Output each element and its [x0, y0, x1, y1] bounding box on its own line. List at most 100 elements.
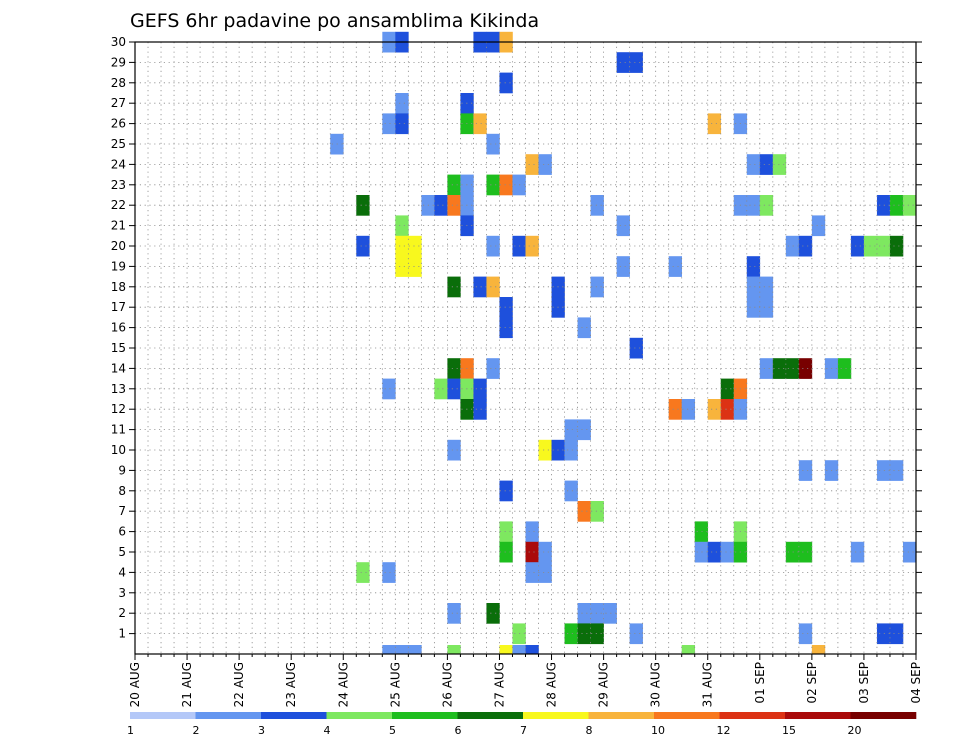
colorbar-swatch: [457, 712, 524, 719]
data-cell: [811, 645, 826, 655]
y-tick-label: 12: [111, 402, 126, 416]
y-tick-label: 18: [111, 280, 126, 294]
colorbar-label: 3: [258, 724, 265, 737]
data-cell: [447, 378, 461, 400]
data-cell: [525, 541, 539, 563]
data-cell: [681, 645, 696, 655]
data-cell: [694, 541, 709, 563]
y-tick-label: 26: [111, 117, 126, 131]
data-cell: [486, 276, 500, 298]
data-cell: [408, 645, 422, 655]
y-tick-label: 27: [111, 96, 126, 110]
data-cell: [746, 276, 761, 298]
colorbar-label: 2: [193, 724, 200, 737]
data-cell: [876, 235, 891, 257]
data-cell: [772, 154, 787, 175]
data-cell: [564, 419, 578, 441]
data-cell: [525, 562, 539, 583]
data-cell: [616, 256, 630, 277]
y-tick-label: 13: [111, 382, 126, 396]
data-cell: [811, 215, 826, 237]
data-cell: [759, 195, 774, 216]
data-cell: [499, 645, 513, 655]
y-tick-label: 28: [111, 76, 126, 90]
data-cell: [577, 419, 591, 441]
data-cell: [759, 358, 774, 379]
y-tick-label: 19: [111, 259, 126, 273]
data-cell: [538, 562, 552, 583]
data-cell: [356, 235, 370, 257]
axis-layer: 1234567891011121314151617181920212223242…: [111, 35, 923, 707]
colorbar-label: 12: [717, 724, 731, 737]
data-cell: [876, 623, 891, 645]
data-cell: [499, 541, 513, 563]
data-cell: [486, 174, 500, 196]
data-cell: [720, 399, 735, 420]
x-tick-label: 25 AUG: [388, 662, 402, 707]
data-cell: [447, 439, 461, 461]
data-cell: [629, 52, 643, 73]
y-tick-label: 7: [118, 504, 126, 518]
data-cell: [629, 337, 643, 359]
data-cell: [395, 113, 409, 135]
data-cell: [447, 174, 461, 196]
data-cell: [798, 541, 813, 563]
data-cell: [525, 521, 539, 543]
data-cell: [707, 541, 722, 563]
data-cell: [889, 623, 904, 645]
data-cell: [668, 399, 682, 420]
data-cell: [759, 154, 774, 175]
data-cell: [512, 645, 526, 655]
data-cell: [889, 195, 904, 216]
data-cell: [499, 521, 513, 543]
data-cell: [616, 215, 630, 237]
y-tick-label: 4: [118, 565, 126, 579]
data-cell: [837, 358, 852, 379]
data-cell: [486, 133, 500, 155]
data-cell: [395, 235, 409, 257]
x-tick-label: 27 AUG: [492, 662, 506, 707]
y-tick-label: 21: [111, 219, 126, 233]
data-cell: [746, 195, 761, 216]
x-tick-label: 03 SEP: [857, 662, 871, 704]
y-tick-label: 14: [111, 361, 126, 375]
y-tick-label: 30: [111, 35, 126, 49]
data-cell: [876, 460, 891, 481]
data-cell: [473, 399, 487, 420]
colorbar-swatch: [195, 712, 262, 719]
x-tick-label: 30 AUG: [649, 662, 663, 707]
y-tick-label: 10: [111, 443, 126, 457]
colorbar-swatch: [654, 712, 720, 719]
data-cell: [447, 358, 461, 379]
colorbar-swatch: [130, 712, 196, 719]
data-cell: [395, 93, 409, 114]
colorbar-swatch: [719, 712, 786, 719]
data-cell: [876, 195, 891, 216]
y-tick-label: 16: [111, 321, 126, 335]
data-cell: [785, 235, 800, 257]
colorbar-label: 6: [455, 724, 462, 737]
data-cell: [473, 276, 487, 298]
data-cell: [759, 297, 774, 318]
data-cell: [590, 623, 604, 645]
data-cell: [486, 603, 500, 624]
data-cell: [382, 645, 396, 655]
data-cell: [473, 378, 487, 400]
data-cell: [499, 174, 513, 196]
data-cell: [564, 439, 578, 461]
data-cell: [408, 256, 422, 277]
data-cell: [707, 399, 722, 420]
data-cell: [577, 317, 591, 339]
x-tick-label: 04 SEP: [909, 662, 923, 704]
data-cell: [356, 562, 370, 583]
data-cell: [525, 645, 539, 655]
data-cell: [538, 154, 552, 175]
y-tick-label: 17: [111, 300, 126, 314]
x-tick-label: 26 AUG: [440, 662, 454, 707]
data-cell: [499, 317, 513, 339]
colorbar-label: 1: [127, 724, 134, 737]
data-cell: [577, 501, 591, 522]
colorbar-swatch: [785, 712, 851, 719]
data-cell: [525, 235, 539, 257]
